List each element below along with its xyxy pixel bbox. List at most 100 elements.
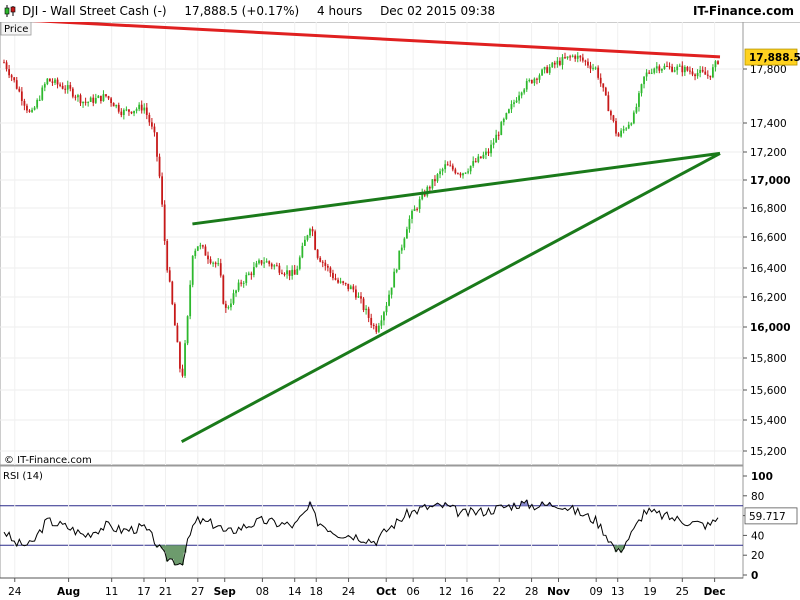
candle-body: [530, 80, 533, 84]
trendline-support-upper[interactable]: [192, 151, 721, 226]
candle-body: [258, 260, 260, 264]
candle-body: [467, 171, 469, 173]
candle-body: [597, 67, 600, 78]
candle-body: [663, 65, 666, 69]
candle-body: [59, 84, 61, 86]
candle-body: [459, 173, 462, 176]
candle-body: [321, 261, 324, 263]
candle-body: [645, 72, 648, 77]
candle-body: [490, 144, 492, 154]
candle-body: [444, 164, 447, 170]
candle-body: [398, 250, 401, 270]
candle-body: [56, 79, 59, 85]
candle-body: [574, 55, 577, 59]
candle-body: [222, 275, 225, 304]
candle-body: [199, 245, 202, 247]
candle-body: [446, 164, 449, 166]
candle-body: [592, 67, 594, 69]
candle-body: [431, 179, 434, 189]
trendlines: [4, 22, 721, 444]
candle-body: [301, 245, 304, 258]
timeframe: 4 hours: [317, 4, 363, 18]
candle-body: [712, 67, 714, 78]
candle-body: [638, 93, 640, 107]
trendline-resistance[interactable]: [4, 22, 721, 59]
time-tick-label: Sep: [214, 586, 237, 598]
candle-body: [355, 289, 357, 298]
candle-body: [33, 107, 36, 110]
candle-body: [602, 83, 605, 88]
price-tick-label: 16,200: [750, 292, 787, 304]
time-tick-label: 24: [8, 586, 22, 598]
candle-body: [337, 279, 339, 283]
candle-body: [202, 245, 204, 247]
candle-body: [166, 240, 169, 271]
candle-body: [334, 278, 337, 280]
candle-body: [173, 304, 176, 326]
candle-body: [421, 193, 424, 200]
candle-body: [253, 267, 255, 276]
candle-body: [339, 281, 342, 283]
candle-body: [515, 100, 518, 103]
candle-body: [533, 78, 536, 84]
rsi-line[interactable]: [3, 499, 719, 566]
candle-body: [640, 84, 643, 94]
candle-body: [622, 129, 625, 131]
candle-body: [683, 67, 686, 73]
candle-body: [15, 80, 18, 89]
candle-body: [566, 56, 569, 59]
candle-body: [584, 60, 587, 62]
candle-body: [281, 272, 283, 274]
candle-body: [436, 174, 439, 182]
price-tick-label: 15,400: [750, 415, 787, 427]
candle-body: [242, 282, 245, 284]
candle-body: [288, 270, 291, 276]
candle-body: [156, 132, 158, 157]
candle-body: [117, 104, 120, 112]
candle-body: [8, 69, 10, 76]
candle-body: [362, 298, 365, 311]
chart-header-text: DJI - Wall Street Cash (-) 17,888.5 (+0.…: [22, 4, 509, 18]
symbol-name: DJI - Wall Street Cash (-): [22, 4, 167, 18]
candle-body: [691, 71, 694, 75]
candle-body: [196, 246, 199, 251]
candle-body: [508, 109, 510, 114]
time-tick-label: 19: [643, 586, 656, 598]
candle-body: [599, 77, 602, 84]
candle-body: [485, 151, 487, 155]
candle-body: [474, 161, 477, 163]
timestamp: Dec 02 2015 09:38: [380, 4, 496, 18]
candle-body: [375, 325, 378, 332]
candle-body: [395, 269, 398, 272]
candle-body: [260, 260, 263, 264]
time-tick-label: 09: [589, 586, 602, 598]
candle-body: [145, 107, 148, 115]
price-tick-label: 16,000: [750, 322, 791, 334]
candle-body: [536, 78, 538, 80]
candle-body: [130, 111, 133, 114]
candle-body: [477, 156, 480, 162]
candle-body: [451, 165, 454, 170]
candle-body: [13, 77, 16, 81]
candle-body: [184, 343, 186, 376]
candle-body: [87, 101, 90, 103]
candle-body: [653, 68, 656, 73]
candle-body: [41, 87, 44, 100]
candle-body: [701, 69, 704, 72]
candle-body: [278, 265, 281, 273]
chart-canvas[interactable]: Price © IT-Finance.com 17,800 17,400 17,20…: [0, 22, 800, 600]
candle-body: [479, 156, 482, 159]
candle-body: [107, 96, 110, 99]
candle-body: [26, 105, 28, 111]
rsi-last-label: 59.717: [749, 511, 786, 523]
candle-body: [408, 218, 411, 230]
trendline-support-lower[interactable]: [180, 152, 721, 444]
candle-body: [110, 98, 112, 104]
candle-body: [717, 61, 719, 64]
candle-body: [464, 172, 467, 174]
candle-body: [245, 274, 248, 283]
brand-name[interactable]: IT-Finance.com: [692, 4, 794, 18]
time-tick-label: 11: [105, 586, 118, 598]
candle-body: [135, 109, 138, 111]
candle-body: [128, 109, 130, 112]
